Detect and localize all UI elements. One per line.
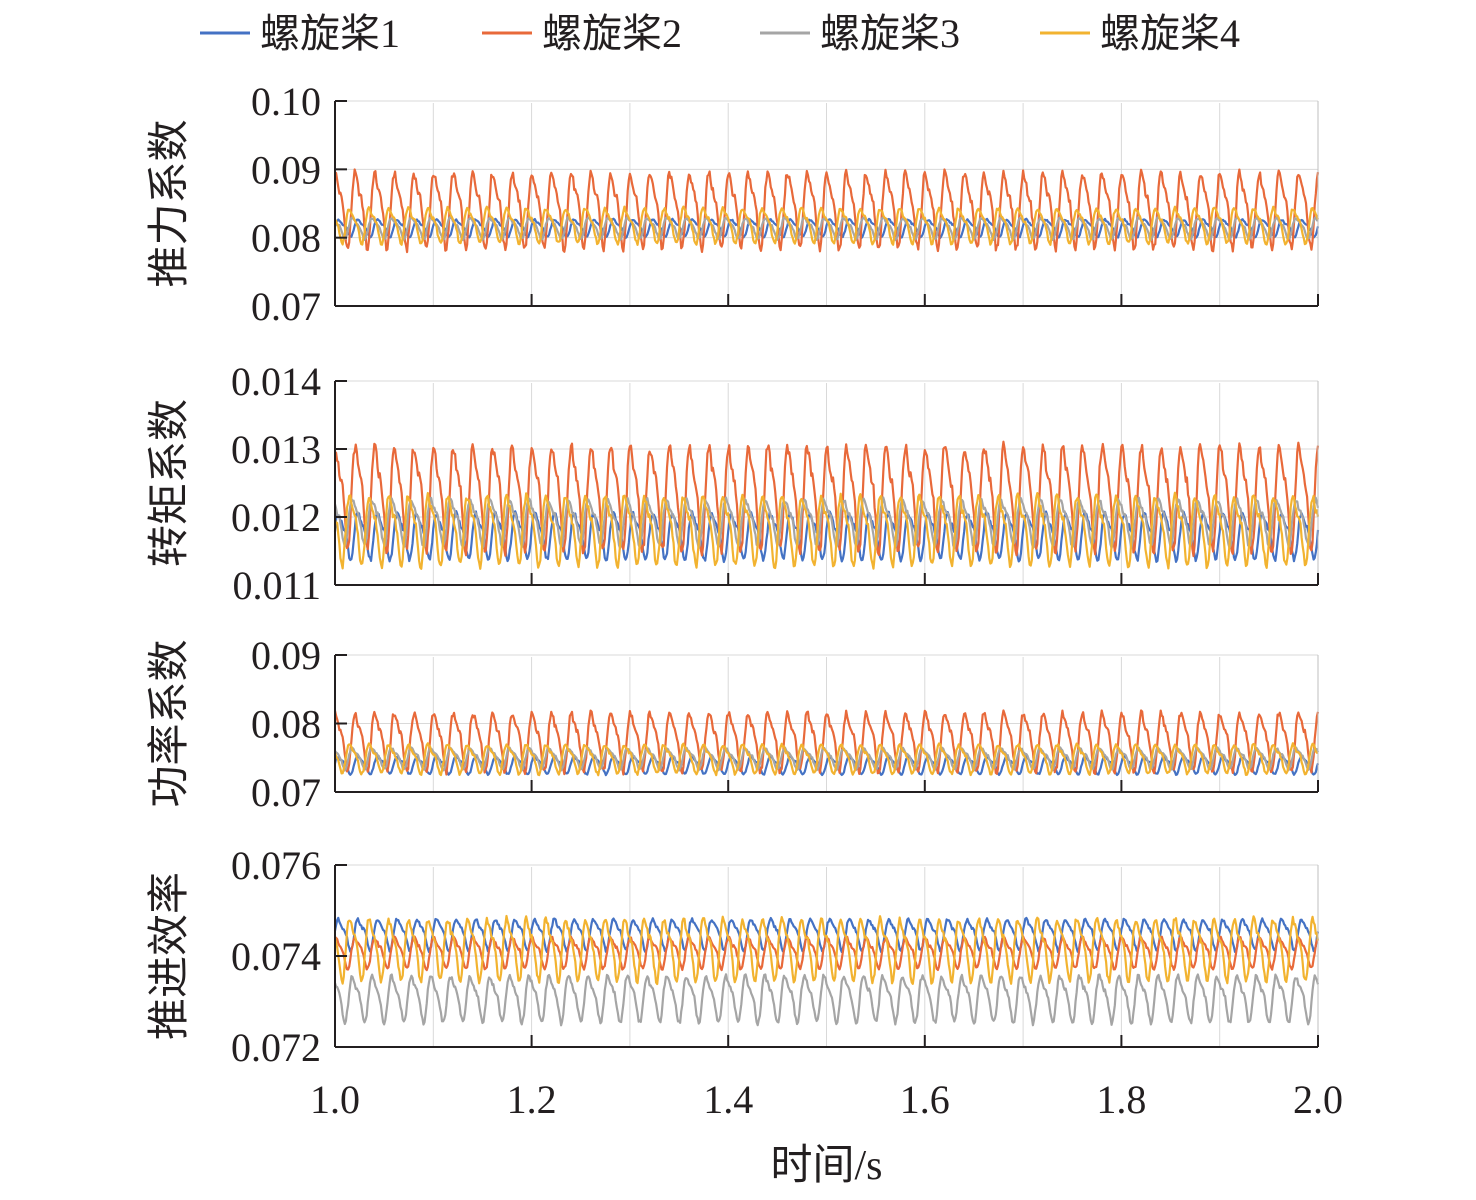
y-tick-label: 0.012 <box>231 495 321 540</box>
legend-item-1: 螺旋桨1 <box>200 11 400 56</box>
series-line-4 <box>333 491 1320 570</box>
panel-1: 0.07 0.08 0.09 0.10 推力系数 <box>147 79 1320 329</box>
series-line-4 <box>333 914 1320 986</box>
panel-2: 0.011 0.012 0.013 0.014 转矩系数 <box>147 359 1320 608</box>
legend-item-4: 螺旋桨4 <box>1040 11 1240 56</box>
legend-item-3: 螺旋桨3 <box>760 11 960 56</box>
y-tick-label: 0.013 <box>231 427 321 472</box>
x-tick-label: 1.8 <box>1096 1077 1146 1122</box>
y-axis-label: 推进效率 <box>146 872 193 1040</box>
series-line-1 <box>333 916 1320 954</box>
legend: 螺旋桨1 螺旋桨2 螺旋桨3 螺旋桨4 <box>200 11 1240 56</box>
series-line-3 <box>333 496 1320 550</box>
series-line-4 <box>334 205 1320 246</box>
x-tick-label: 1.0 <box>310 1077 360 1122</box>
y-tick-label: 0.076 <box>231 843 321 888</box>
y-tick-label: 0.011 <box>232 563 321 608</box>
panel-series <box>333 440 1320 570</box>
y-tick-label: 0.08 <box>251 702 321 747</box>
legend-label: 螺旋桨2 <box>542 11 682 56</box>
legend-item-2: 螺旋桨2 <box>482 11 682 56</box>
x-axis: 1.0 1.2 1.4 1.6 1.8 2.0 时间/s <box>310 1077 1343 1189</box>
panel-gridlines <box>335 100 1318 307</box>
y-axis-label: 功率系数 <box>146 639 193 807</box>
series-line-2 <box>334 440 1320 558</box>
x-axis-label: 时间/s <box>770 1143 882 1189</box>
x-tick-label: 1.2 <box>507 1077 557 1122</box>
y-tick-label: 0.10 <box>251 79 321 124</box>
x-tick-label: 2.0 <box>1293 1077 1343 1122</box>
legend-label: 螺旋桨1 <box>260 11 400 56</box>
panel-3: 0.07 0.08 0.09 功率系数 <box>146 633 1320 815</box>
series-line-2 <box>333 168 1320 254</box>
legend-label: 螺旋桨4 <box>1100 11 1240 56</box>
series-line-2 <box>333 709 1320 776</box>
chart-panels: 0.07 0.08 0.09 0.10 推力系数 0.011 0.012 0.013 0.014… <box>146 79 1320 1070</box>
y-tick-label: 0.072 <box>231 1025 321 1070</box>
y-axis-label: 转矩系数 <box>147 399 193 567</box>
y-tick-label: 0.09 <box>251 147 321 192</box>
y-axis-label: 推力系数 <box>147 119 193 287</box>
y-tick-label: 0.014 <box>231 359 321 404</box>
series-line-4 <box>333 742 1319 777</box>
y-tick-label: 0.07 <box>251 770 321 815</box>
panel-series <box>333 709 1320 777</box>
panel-4: 0.072 0.074 0.076 推进效率 <box>146 843 1320 1070</box>
y-tick-label: 0.09 <box>251 633 321 678</box>
x-tick-label: 1.6 <box>900 1077 950 1122</box>
y-tick-label: 0.07 <box>251 284 321 329</box>
y-tick-label: 0.08 <box>251 216 321 261</box>
panel-series <box>333 914 1320 1027</box>
panel-series <box>333 168 1320 254</box>
x-tick-label: 1.4 <box>703 1077 753 1122</box>
y-tick-label: 0.074 <box>231 934 321 979</box>
series-line-3 <box>333 973 1320 1027</box>
legend-label: 螺旋桨3 <box>820 11 960 56</box>
